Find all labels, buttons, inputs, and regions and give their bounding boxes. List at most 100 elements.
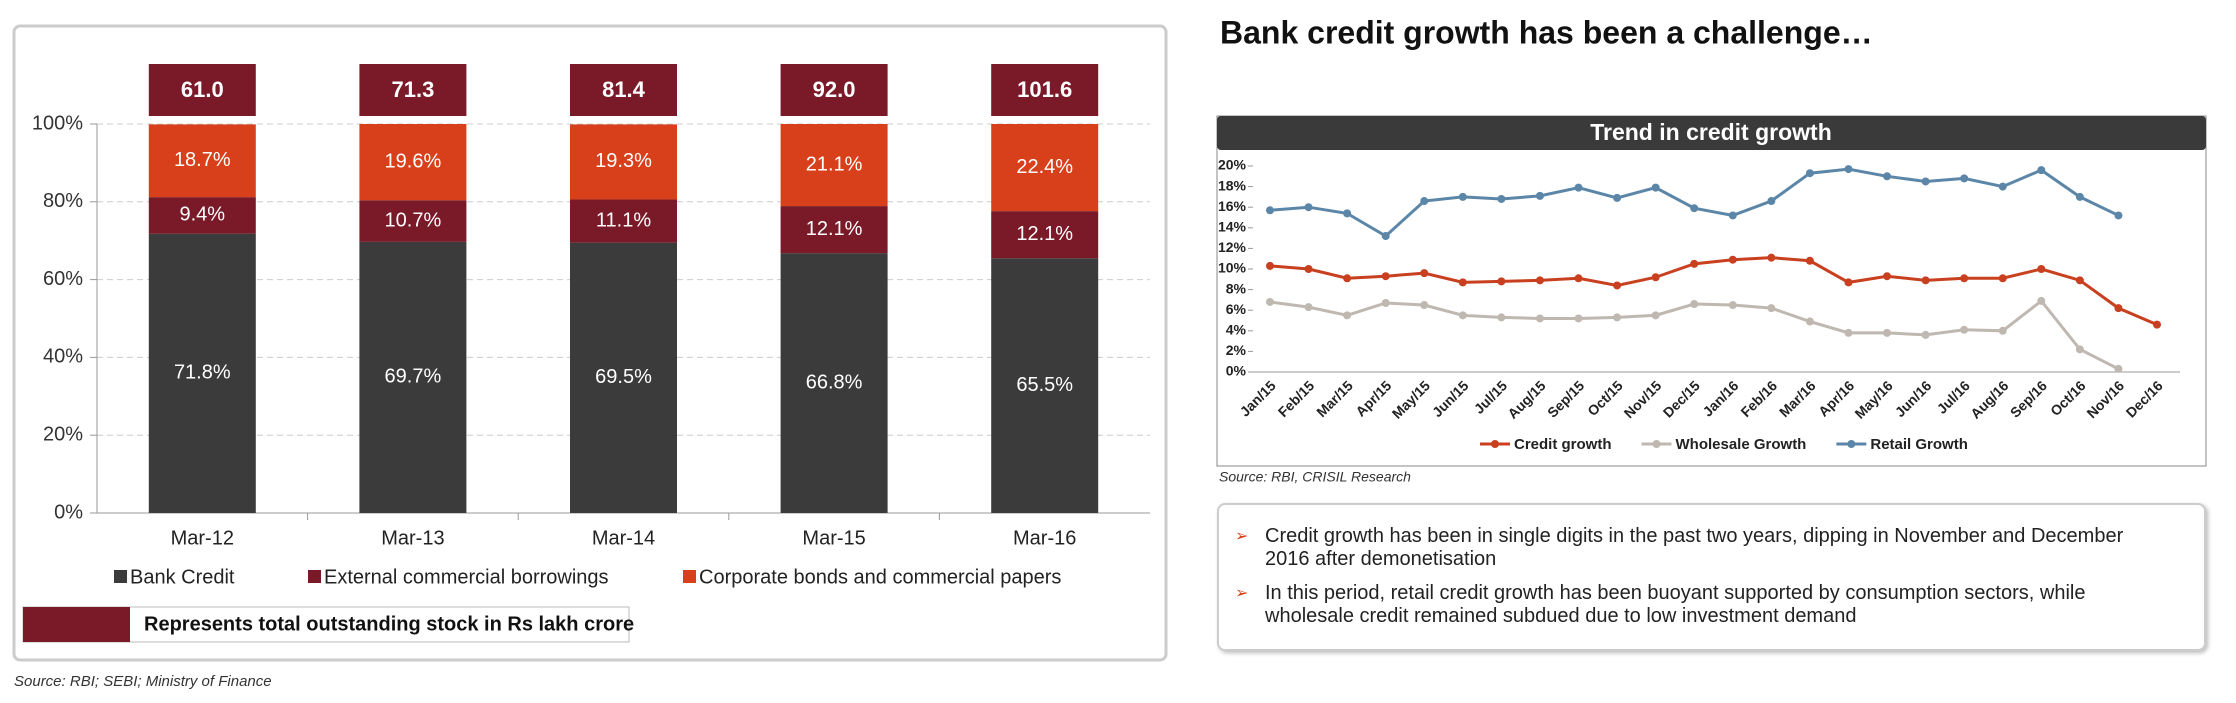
segment-label: 69.7% [385,366,442,388]
y-tick-label: 10% [1218,260,1247,276]
segment-label: 71.8% [174,362,231,384]
total-box [148,64,256,116]
point [1304,303,1313,312]
legend-swatch [114,570,127,583]
point [2037,166,2046,175]
point [1458,192,1467,201]
point [1883,172,1892,181]
point [1883,328,1892,337]
segment-label: 12.1% [806,218,863,240]
point [1844,165,1853,174]
bar-segment [148,233,256,513]
point [2114,304,2123,313]
bar-segment [570,242,677,513]
segment-label: 69.5% [595,366,652,388]
point [1690,259,1699,268]
y-tick-label: 2% [1226,342,1247,358]
point [2075,345,2084,354]
bullet-box: ➢ Credit growth has been in single digits… [1217,503,2206,651]
point [1613,281,1622,290]
legend-label: Retail Growth [1870,436,1968,453]
right-panel [1216,115,2207,467]
point [2114,364,2123,373]
point [1998,274,2007,283]
point [1343,274,1352,283]
note-label: Represents total outstanding stock in Rs… [144,613,634,635]
legend-label: Credit growth [1514,436,1612,453]
segment-label: 22.4% [1016,156,1073,178]
point [2037,265,2046,273]
bar-segment [780,253,888,513]
total-box [780,64,888,116]
legend-dot [1491,440,1499,448]
legend-dot [1847,440,1856,448]
point [1266,261,1274,270]
point [1420,269,1429,278]
note-swatch [23,607,130,642]
point [1266,206,1274,215]
total-label: 71.3 [391,77,434,102]
y-tick-label: 20% [43,423,83,445]
y-tick-label: 4% [1226,322,1247,338]
total-box [991,64,1099,116]
bar-segment [991,258,1099,513]
y-tick-label: 18% [1218,177,1247,193]
slide-title: Bank credit growth has been a challenge… [1220,14,1873,50]
chart-title: Trend in credit growth [1590,119,1832,145]
y-tick-label: 12% [1218,239,1247,255]
total-box [359,64,467,116]
x-tick-label: Mar-16 [1013,527,1076,549]
point [1613,193,1622,202]
point [1651,273,1660,282]
bullet-icon: ➢ [1235,585,1249,602]
segment-label: 12.1% [1016,223,1073,245]
point [1921,330,1930,339]
y-tick-label: 16% [1218,198,1247,214]
point [1921,276,1930,285]
y-tick-label: 6% [1226,301,1247,317]
bar-segment [570,124,677,200]
point [1381,232,1390,241]
legend-label: Bank Credit [130,566,235,588]
bullet-text: In this period, retail credit growth has… [1265,582,2086,627]
segment-label: 19.3% [595,150,652,172]
bullet-icon: ➢ [1235,528,1249,545]
point [1535,276,1544,285]
point [2114,211,2123,220]
point [1883,272,1892,281]
point [1651,311,1660,320]
legend-dot [1652,440,1661,448]
point [1805,169,1814,178]
point [1497,194,1506,203]
point [1574,274,1583,283]
bullet-text: Credit growth has been in single digits … [1265,525,2124,570]
segment-label: 11.1% [596,209,651,231]
point [1767,304,1776,313]
point [1497,277,1506,286]
point [1690,204,1699,213]
bullet: ➢ Credit growth has been in single digits… [1235,525,2164,571]
line-chart-header [1217,116,2206,150]
bar-segment [780,206,888,254]
segment-label: 19.6% [385,150,442,172]
point [1420,301,1429,310]
legend-swatch [683,570,696,583]
segment-label: 18.7% [174,149,231,171]
point [1613,313,1622,322]
point [1844,328,1853,337]
y-tick-label: 20% [1218,157,1247,173]
point [1381,298,1390,307]
bar-segment [359,200,467,242]
x-tick-label: Mar-14 [592,527,655,549]
y-tick-label: 40% [43,346,83,368]
point [2075,276,2084,285]
point [1343,209,1352,218]
point [1728,301,1737,310]
point [1960,325,1969,334]
point [1921,177,1930,186]
bar-segment [780,124,888,207]
point [1535,191,1544,200]
point [1381,272,1390,281]
